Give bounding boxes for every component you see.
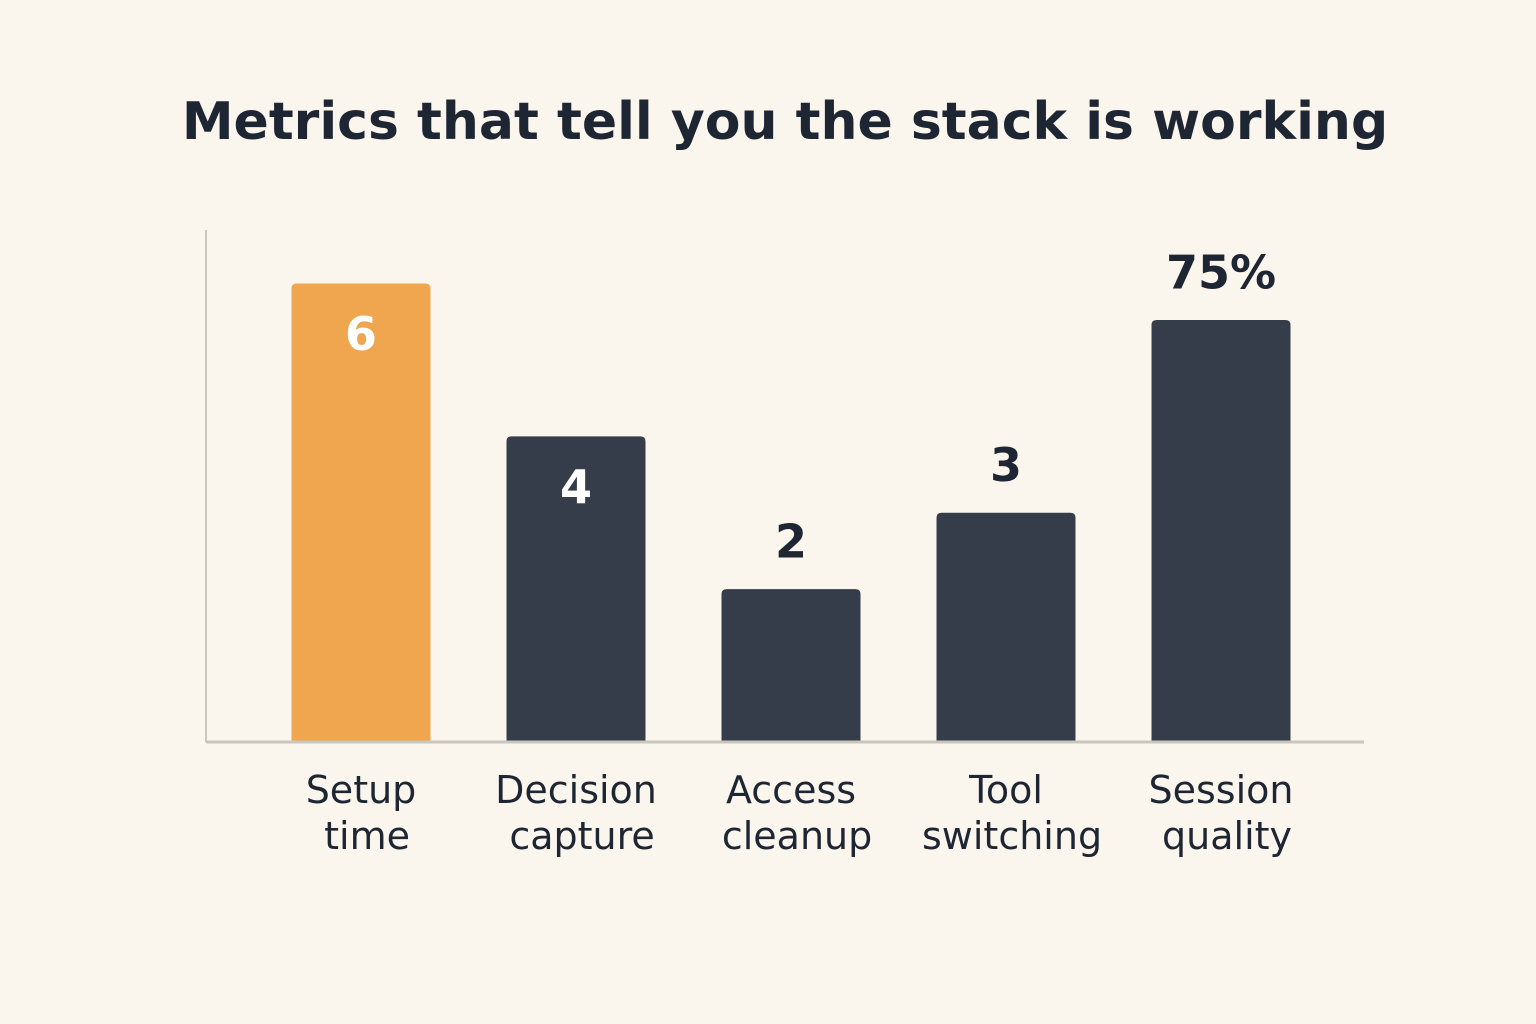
value-label: 75% [1166,246,1276,300]
bar [721,589,861,742]
bar [291,283,431,742]
value-label: 2 [775,515,807,569]
value-label: 6 [345,307,377,361]
x-tick-label: Access cleanup [710,768,872,858]
bar [506,436,646,742]
value-label: 4 [560,460,592,514]
chart-title: Metrics that tell you the stack is worki… [182,92,1388,152]
x-tick-label: Setup time [306,768,417,858]
x-tick-label: Session quality [1149,768,1294,858]
bar [1151,320,1291,742]
value-label: 3 [990,438,1022,492]
x-tick-label: Decision capture [495,768,657,858]
x-tick-label: Tool switching [910,768,1102,858]
bar [936,512,1076,742]
